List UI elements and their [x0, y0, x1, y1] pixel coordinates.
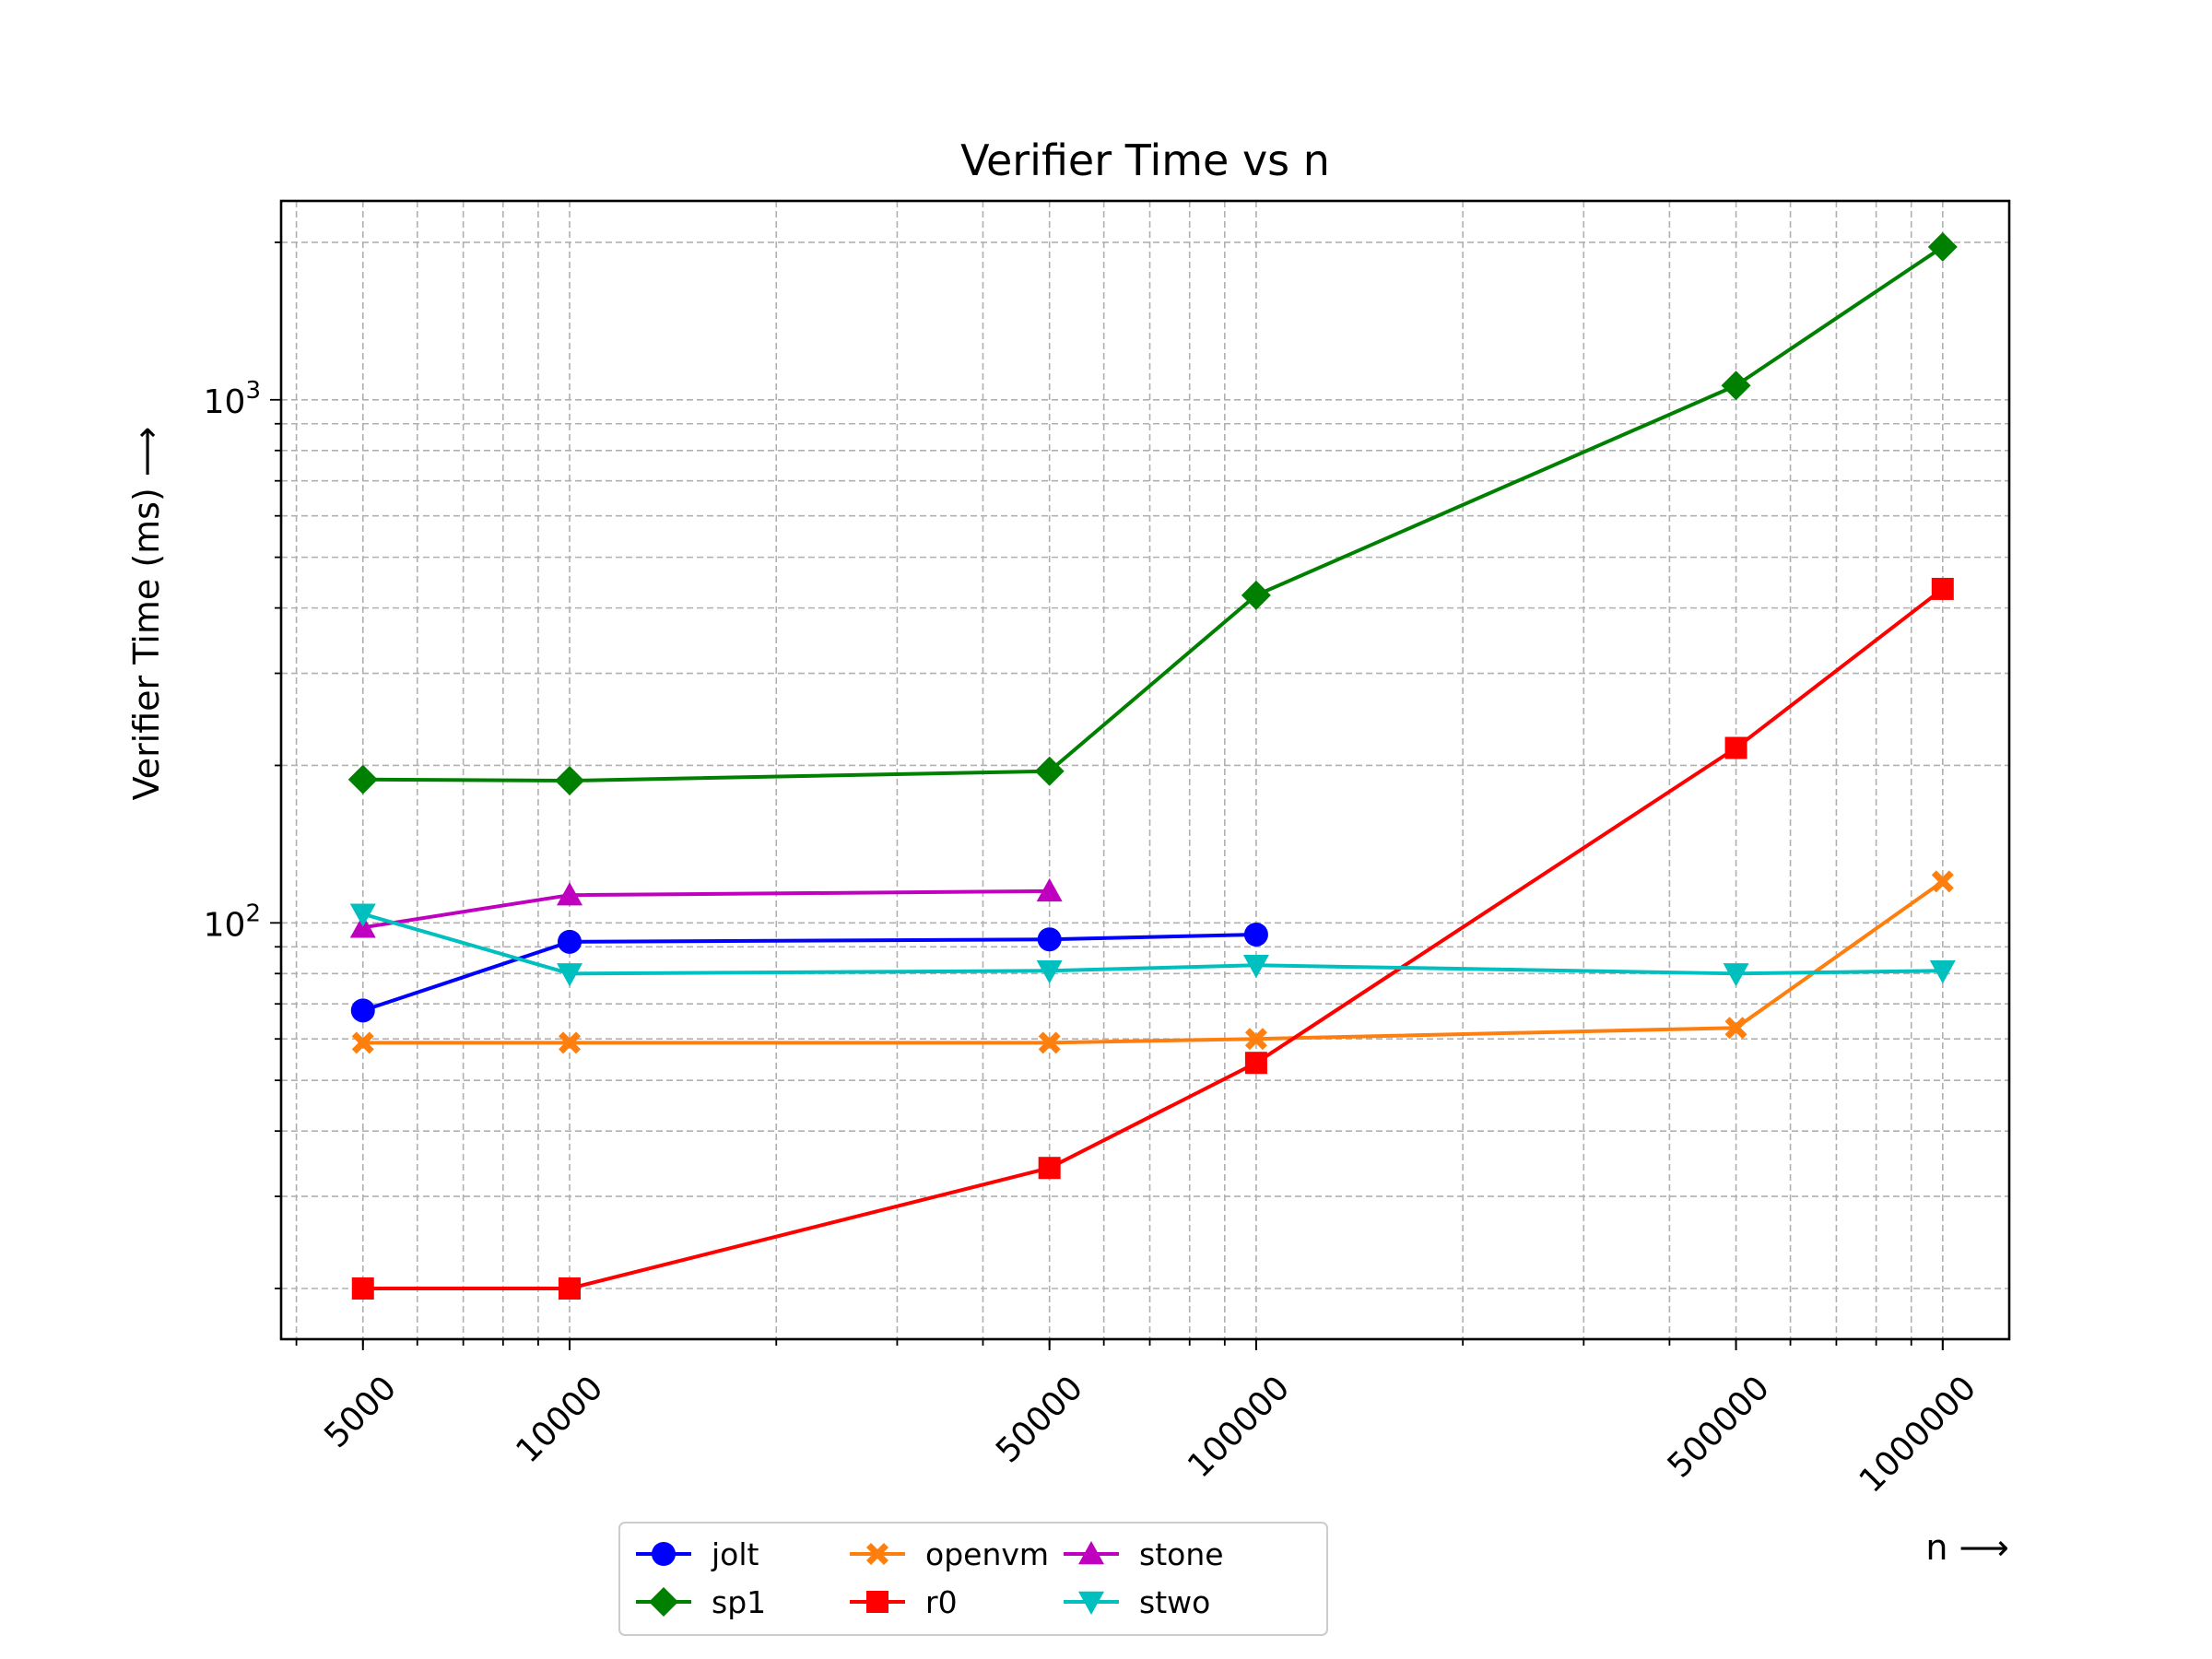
- data-point-r0: [1724, 736, 1747, 759]
- data-point-stwo: [557, 963, 583, 987]
- data-point-stone: [557, 882, 583, 906]
- data-point-stwo: [1929, 960, 1956, 984]
- legend-marker: [866, 1543, 888, 1565]
- legend-label: r0: [925, 1584, 958, 1620]
- legend-item-sp1: sp1: [636, 1584, 766, 1620]
- data-point-stone: [1036, 877, 1063, 902]
- plot-frame: [279, 199, 2011, 1341]
- data-point-openvm: [1931, 870, 1954, 893]
- series-line-stwo: [362, 912, 1943, 976]
- series-line-sp1: [362, 245, 1944, 783]
- data-point-r0: [1931, 577, 1954, 600]
- data-point-stwo: [349, 903, 376, 927]
- data-point-r0: [1038, 1157, 1061, 1180]
- x-axis-label: n ⟶: [1925, 1527, 2009, 1568]
- data-point-stwo: [1723, 963, 1749, 987]
- legend-label: sp1: [712, 1584, 766, 1620]
- data-point-openvm: [1724, 1017, 1747, 1040]
- series-line-openvm: [362, 879, 1944, 1045]
- series-line-jolt: [362, 932, 1256, 1013]
- legend-marker: [652, 1542, 676, 1566]
- legend-label: jolt: [711, 1536, 759, 1572]
- data-point-r0: [1244, 1052, 1267, 1075]
- legend-item-openvm: openvm: [850, 1536, 1049, 1572]
- data-point-sp1: [1241, 580, 1271, 610]
- legend-marker: [649, 1587, 678, 1617]
- legend-item-stone: stone: [1064, 1536, 1224, 1572]
- data-point-openvm: [1038, 1031, 1061, 1054]
- legend-item-jolt: jolt: [636, 1536, 759, 1572]
- data-point-sp1: [1034, 756, 1065, 786]
- data-point-sp1: [555, 766, 585, 796]
- legend-label: stwo: [1139, 1584, 1210, 1620]
- legend-marker: [1078, 1541, 1104, 1565]
- data-point-jolt: [558, 929, 582, 954]
- series-stwo: [349, 903, 1956, 987]
- legend-label: stone: [1139, 1536, 1224, 1572]
- data-point-jolt: [1243, 922, 1268, 947]
- series-stone: [349, 877, 1063, 938]
- data-point-openvm: [351, 1031, 374, 1054]
- y-tick-label: 102: [204, 900, 261, 944]
- series-r0: [351, 577, 1954, 1300]
- series-sp1: [347, 231, 1958, 796]
- data-point-r0: [559, 1277, 582, 1300]
- data-point-sp1: [347, 764, 378, 794]
- legend-marker: [1078, 1591, 1104, 1615]
- chart-title: Verifier Time vs n: [960, 135, 1330, 185]
- data-point-sp1: [1721, 371, 1751, 401]
- legend-item-r0: r0: [850, 1584, 958, 1620]
- legend-item-stwo: stwo: [1064, 1584, 1210, 1620]
- series-jolt: [350, 922, 1268, 1023]
- data-point-openvm: [1244, 1028, 1267, 1051]
- data-point-r0: [351, 1277, 374, 1300]
- legend: jolt sp1 openvm r0 stone stwo: [618, 1522, 1328, 1636]
- legend-label: openvm: [925, 1536, 1049, 1572]
- series-layer: [347, 231, 1958, 1300]
- series-line-r0: [362, 587, 1945, 1291]
- data-point-stwo: [1036, 960, 1063, 984]
- data-point-jolt: [1037, 927, 1062, 952]
- data-point-stwo: [1242, 955, 1269, 979]
- y-tick-label: 103: [204, 377, 261, 421]
- legend-box: [618, 1522, 1328, 1636]
- data-point-jolt: [350, 998, 375, 1023]
- y-axis-label: Verifier Time (ms) ⟶: [126, 427, 167, 801]
- data-point-sp1: [1927, 231, 1958, 262]
- legend-marker: [866, 1591, 888, 1613]
- data-point-openvm: [559, 1031, 582, 1054]
- series-openvm: [351, 870, 1954, 1054]
